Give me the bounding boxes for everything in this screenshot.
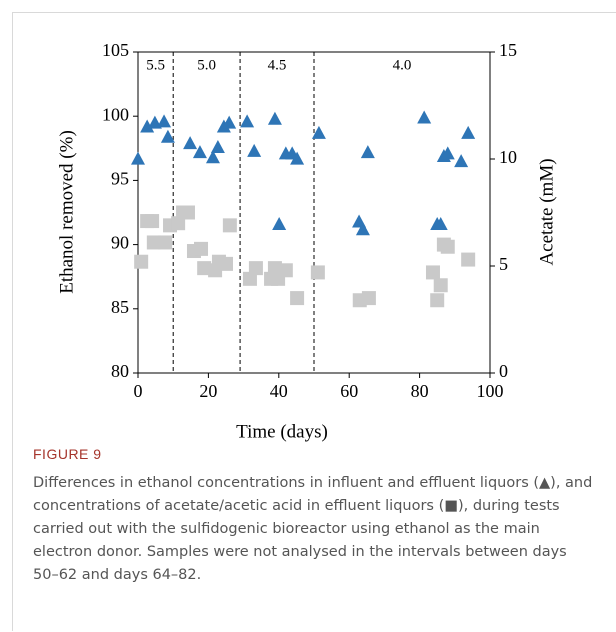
triangle-point (240, 114, 255, 128)
y-tick-label: 95 (111, 169, 129, 189)
y-axis-title: Ethanol removed (%) (56, 130, 77, 294)
x-tick-label: 80 (411, 381, 429, 401)
triangle-point (360, 145, 375, 159)
triangle-point (311, 125, 326, 139)
triangle-point (355, 222, 370, 236)
square-point (171, 216, 186, 231)
square-point (180, 205, 195, 220)
triangle-point (131, 151, 145, 165)
y2-tick-label: 5 (499, 254, 508, 274)
y-tick-label: 105 (102, 40, 129, 60)
square-point (197, 261, 212, 276)
square-point (145, 214, 160, 229)
y2-tick-label: 15 (499, 40, 517, 60)
y-tick-label: 85 (111, 297, 129, 317)
triangle-point (454, 154, 469, 168)
square-point (310, 265, 325, 280)
x-tick-label: 0 (134, 381, 143, 401)
triangle-point (140, 119, 155, 133)
y-tick-label: 90 (111, 233, 129, 253)
triangle-point (192, 145, 207, 159)
triangle-point (247, 143, 262, 157)
y-tick-label: 80 (111, 361, 129, 381)
square-point (361, 291, 376, 306)
x-tick-label: 40 (270, 381, 288, 401)
x-tick-label: 100 (477, 381, 504, 401)
figure-frame (12, 12, 616, 631)
y2-tick-label: 10 (499, 147, 517, 167)
x-tick-label: 60 (340, 381, 358, 401)
square-point (278, 263, 293, 278)
triangle-point (433, 217, 448, 231)
triangle-point (290, 151, 305, 165)
triangle-point (210, 140, 225, 154)
square-point (425, 265, 440, 280)
y2-tick-label: 0 (499, 361, 508, 381)
triangle-point (440, 146, 455, 160)
square-point (194, 241, 209, 256)
square-point (219, 256, 233, 271)
triangle-point (417, 110, 432, 124)
phase-label: 5.0 (197, 57, 216, 73)
triangle-point (205, 150, 220, 164)
square-point (433, 278, 448, 293)
square-point (242, 271, 257, 286)
triangle-point (461, 125, 476, 139)
square-point (146, 235, 161, 250)
triangle-point (272, 217, 287, 231)
x-tick-label: 20 (199, 381, 217, 401)
square-point (290, 291, 305, 306)
phase-label: 4.5 (268, 57, 287, 73)
phase-label: 5.5 (146, 57, 165, 73)
square-point (430, 293, 445, 308)
figure-caption: Differences in ethanol concentrations in… (33, 475, 593, 583)
square-point (134, 254, 149, 269)
y2-axis-title: Acetate (mM) (536, 158, 557, 265)
phase-label: 4.0 (393, 57, 412, 73)
x-axis-title: Time (days) (236, 421, 328, 442)
square-point (440, 239, 455, 254)
triangle-point (183, 136, 198, 150)
square-point (222, 218, 237, 233)
square-point (267, 261, 282, 276)
chart: Time (days) Ethanol removed (%) Acetate … (56, 40, 557, 442)
square-point (248, 261, 263, 276)
triangle-point (267, 111, 282, 125)
figure-label: FIGURE 9 (33, 446, 102, 462)
square-point (461, 252, 476, 267)
square-point (158, 235, 173, 250)
triangle-point (160, 129, 175, 143)
triangle-point (222, 115, 237, 129)
triangle-point (157, 114, 172, 128)
y-tick-label: 100 (102, 104, 129, 124)
